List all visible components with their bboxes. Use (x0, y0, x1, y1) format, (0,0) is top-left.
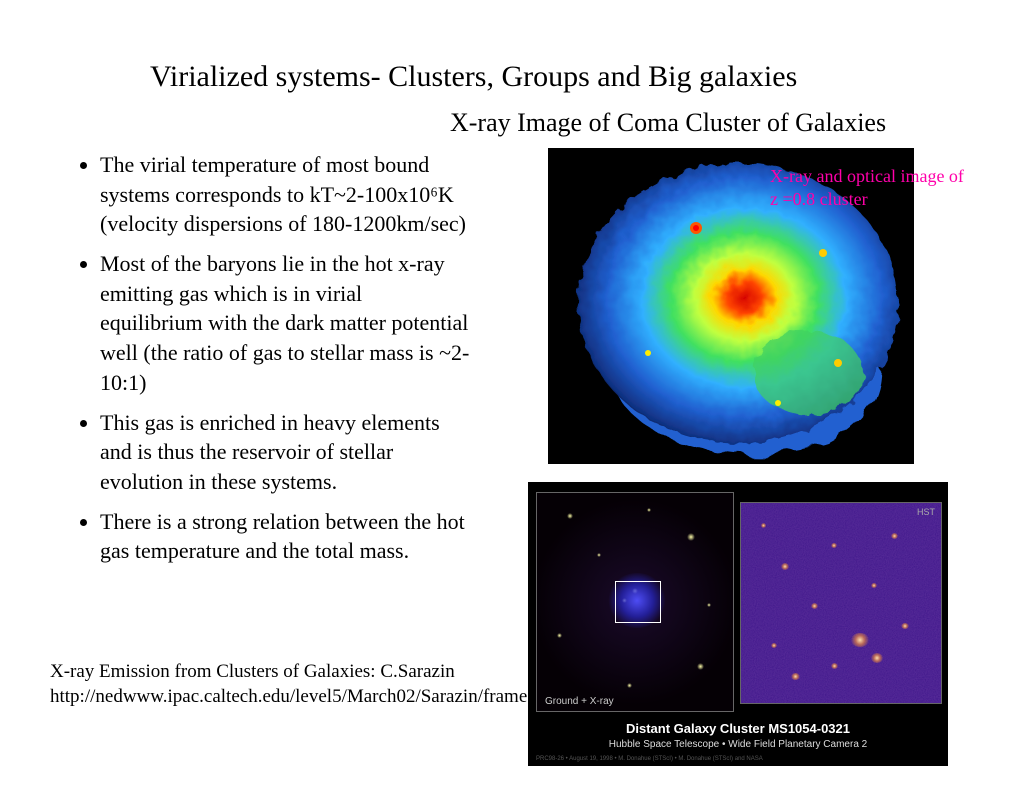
hst-caption-main: Distant Galaxy Cluster MS1054-0321 (528, 721, 948, 736)
hst-ground-xray-subimage: Ground + X-ray (536, 492, 734, 712)
page-title: Virialized systems- Clusters, Groups and… (150, 60, 940, 94)
hst-wfpc2-subimage: HST (740, 502, 942, 704)
hst-composite-panel: Ground + X-ray HST Distant Galaxy Cluste… (528, 482, 948, 766)
bullet-list: The virial temperature of most bound sys… (70, 150, 470, 576)
bullet-item: Most of the baryons lie in the hot x-ray… (100, 249, 470, 397)
hst-caption-sub: Hubble Space Telescope • Wide Field Plan… (528, 739, 948, 750)
page-subtitle: X-ray Image of Coma Cluster of Galaxies (450, 108, 886, 138)
hst-right-corner-label: HST (917, 507, 935, 517)
hst-credit-line: PRC98-26 • August 19, 1998 • M. Donahue … (536, 756, 763, 762)
footer-reference: X-ray Emission from Clusters of Galaxies… (50, 660, 510, 709)
zoom-box-icon (615, 581, 661, 623)
overlay-caption: X-ray and optical image of z =0.8 cluste… (770, 165, 970, 212)
hst-left-label: Ground + X-ray (545, 696, 614, 707)
bullet-item: The virial temperature of most bound sys… (100, 150, 470, 239)
bullet-item: This gas is enriched in heavy elements a… (100, 408, 470, 497)
bullet-item: There is a strong relation between the h… (100, 507, 470, 566)
